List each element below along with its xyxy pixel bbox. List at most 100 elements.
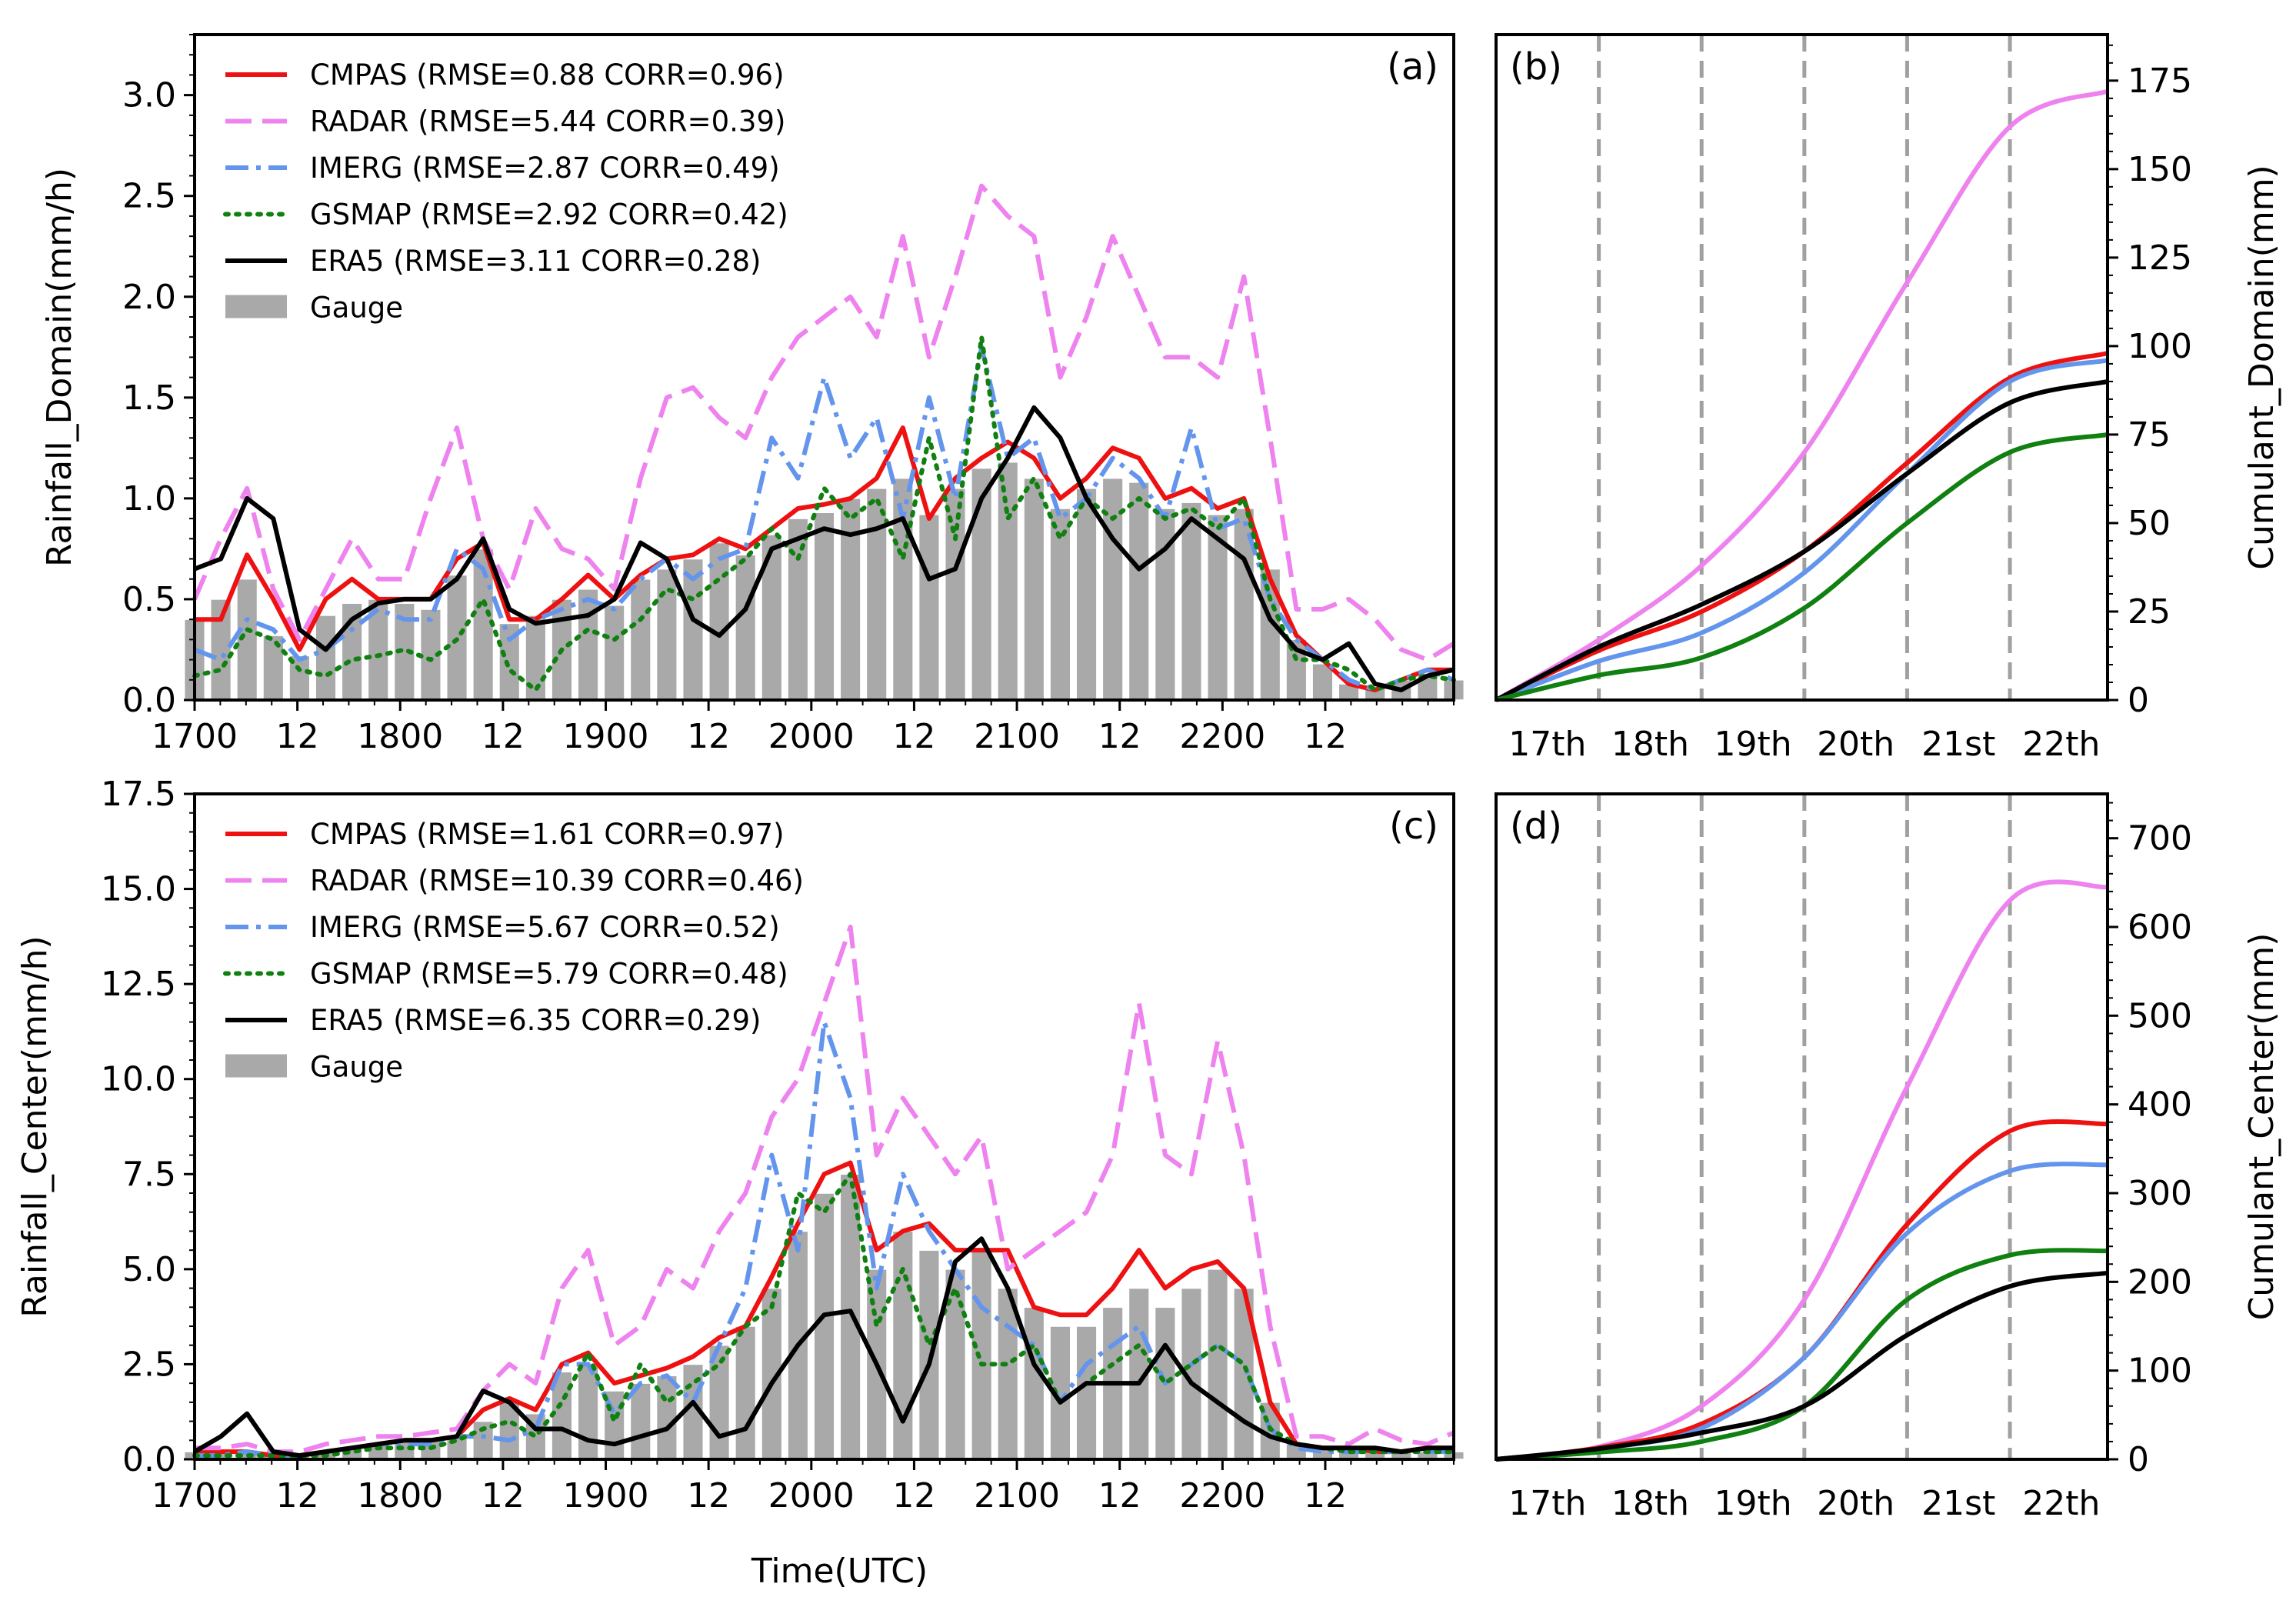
x-tick-label: 1800 (357, 717, 443, 756)
x-tick-label: 21st (1921, 725, 1995, 764)
gauge-bar (735, 1325, 757, 1460)
x-tick-label: 12 (482, 1476, 525, 1515)
gauge-bar (708, 1344, 731, 1460)
y-axis-label: Cumulant_Center(mm) (2242, 933, 2281, 1321)
x-tick-label: 12 (276, 717, 319, 756)
panel-b: 0 25 50 75 100 125 150 175 17th 18th 19th 20th 21st 2… (1495, 33, 2281, 764)
x-tick-label: 1700 (152, 1476, 238, 1515)
gauge-bar (1075, 1325, 1098, 1460)
x-tick-label: 12 (892, 717, 935, 756)
gauge-bar (839, 498, 861, 701)
y-tick-label: 0.0 (122, 681, 176, 720)
y-tick-label: 175 (2128, 62, 2192, 101)
series-line-radar (192, 183, 1455, 662)
panel-c: 0.0 2.5 5.0 7.5 10.0 12.5 15.0 17.5 1700 12 1800 12… (15, 775, 1465, 1591)
gauge-bar (813, 512, 835, 701)
panel-a: 0.0 0.5 1.0 1.5 2.0 2.5 3.0 1700 12 1800 12 1900 12 2… (40, 33, 1465, 756)
y-tick-label: 50 (2128, 504, 2171, 543)
x-tick-label: 12 (1304, 717, 1347, 756)
legend-label-imerg: IMERG (RMSE=2.87 CORR=0.49) (310, 152, 780, 185)
x-tick-label: 1700 (152, 717, 238, 756)
x-tick-label: 2200 (1179, 1476, 1265, 1515)
y-tick-label: 2.0 (122, 278, 176, 317)
gauge-bar (735, 554, 757, 701)
x-tick-label: 12 (276, 1476, 319, 1515)
x-tick-label: 2100 (974, 717, 1060, 756)
x-tick-label: 2000 (768, 1476, 855, 1515)
y-tick-label: 25 (2128, 592, 2171, 632)
gauge-bar (997, 461, 1019, 701)
y-axis-label: Rainfall_Center(mm/h) (15, 935, 55, 1317)
y-tick-label: 125 (2128, 238, 2192, 278)
plot-frame (193, 33, 1455, 702)
gauge-bar (655, 568, 678, 701)
gauge-bar (1311, 663, 1334, 701)
y-tick-label: 2.5 (122, 1345, 176, 1384)
series-line-gsmap (192, 335, 1456, 692)
series-line-gsmap (192, 1172, 1456, 1459)
x-tick-label: 22th (2022, 1484, 2100, 1523)
legend-label-cmpas: CMPAS (RMSE=1.61 CORR=0.97) (310, 818, 785, 851)
legend-label-era5: ERA5 (RMSE=3.11 CORR=0.28) (310, 245, 761, 278)
gauge-bar (865, 488, 888, 701)
cumulative-line-era5 (1495, 1270, 2108, 1462)
gauge-bar (1207, 514, 1229, 701)
y-tick-label: 150 (2128, 150, 2192, 189)
x-tick-label: 12 (482, 717, 525, 756)
x-tick-label: 12 (1098, 717, 1141, 756)
gauge-bar (1180, 502, 1203, 701)
legend: CMPAS (RMSE=0.88 CORR=0.96) RADAR (RMSE=5… (223, 58, 788, 325)
y-tick-label: 100 (2128, 327, 2192, 366)
legend-label-cmpas: CMPAS (RMSE=0.88 CORR=0.96) (310, 58, 785, 92)
y-tick-label: 700 (2128, 819, 2192, 859)
legend-label-gauge: Gauge (310, 292, 403, 325)
x-tick-label: 12 (1098, 1476, 1141, 1515)
y-tick-label: 10.0 (101, 1060, 176, 1099)
y-tick-label: 1.0 (122, 479, 176, 518)
x-axis-label: Time(UTC) (751, 1552, 928, 1591)
y-tick-label: 7.5 (122, 1155, 176, 1194)
y-tick-label: 300 (2128, 1174, 2192, 1213)
gauge-bar (997, 1287, 1019, 1460)
x-tick-label: 12 (892, 1476, 935, 1515)
y-tick-label: 1.5 (122, 378, 176, 418)
panel-tag: (c) (1389, 805, 1438, 848)
panel-d: 0 100 200 300 400 500 600 700 17th 18th 19th 20th 21… (1495, 792, 2281, 1523)
cumulative-line-radar (1495, 88, 2109, 702)
y-tick-label: 600 (2128, 908, 2192, 947)
y-tick-label: 0.5 (122, 580, 176, 619)
gauge-bar (1233, 1287, 1255, 1460)
y-tick-label: 500 (2128, 996, 2192, 1035)
gauge-bar (577, 588, 599, 701)
y-tick-label: 17.5 (101, 775, 176, 814)
legend-label-gsmap: GSMAP (RMSE=5.79 CORR=0.48) (310, 958, 788, 991)
gauge-bar (1207, 1269, 1229, 1460)
legend-label-era5: ERA5 (RMSE=6.35 CORR=0.29) (310, 1004, 761, 1037)
x-tick-label: 17th (1508, 1484, 1586, 1523)
legend-label-radar: RADAR (RMSE=5.44 CORR=0.39) (310, 105, 785, 138)
panel-tag: (a) (1387, 45, 1438, 88)
gauge-bar (1023, 1306, 1045, 1460)
y-tick-label: 2.5 (122, 177, 176, 216)
gauge-bar (577, 1363, 599, 1460)
y-tick-label: 12.5 (101, 965, 176, 1004)
gauge-bar (761, 534, 783, 701)
gauge-bar (891, 1230, 914, 1460)
legend: CMPAS (RMSE=1.61 CORR=0.97) RADAR (RMSE=1… (223, 818, 804, 1084)
legend-swatch-gauge (225, 295, 287, 318)
y-axis-label: Cumulant_Domain(mm) (2242, 165, 2281, 569)
legend-label-radar: RADAR (RMSE=10.39 CORR=0.46) (310, 865, 804, 898)
series-line-era5 (193, 1236, 1454, 1459)
x-tick-label: 2000 (768, 717, 855, 756)
gauge-bar (1075, 488, 1098, 701)
y-tick-label: 5.0 (122, 1250, 176, 1289)
x-tick-label: 1800 (357, 1476, 443, 1515)
x-tick-label: 19th (1714, 725, 1791, 764)
gauge-bar (629, 578, 651, 701)
x-tick-label: 1900 (563, 717, 649, 756)
series-line-imerg (193, 345, 1455, 692)
x-tick-label: 17th (1508, 725, 1586, 764)
y-tick-label: 0.0 (122, 1440, 176, 1479)
gauge-bar (603, 605, 625, 701)
gauge-bar (1049, 508, 1071, 701)
